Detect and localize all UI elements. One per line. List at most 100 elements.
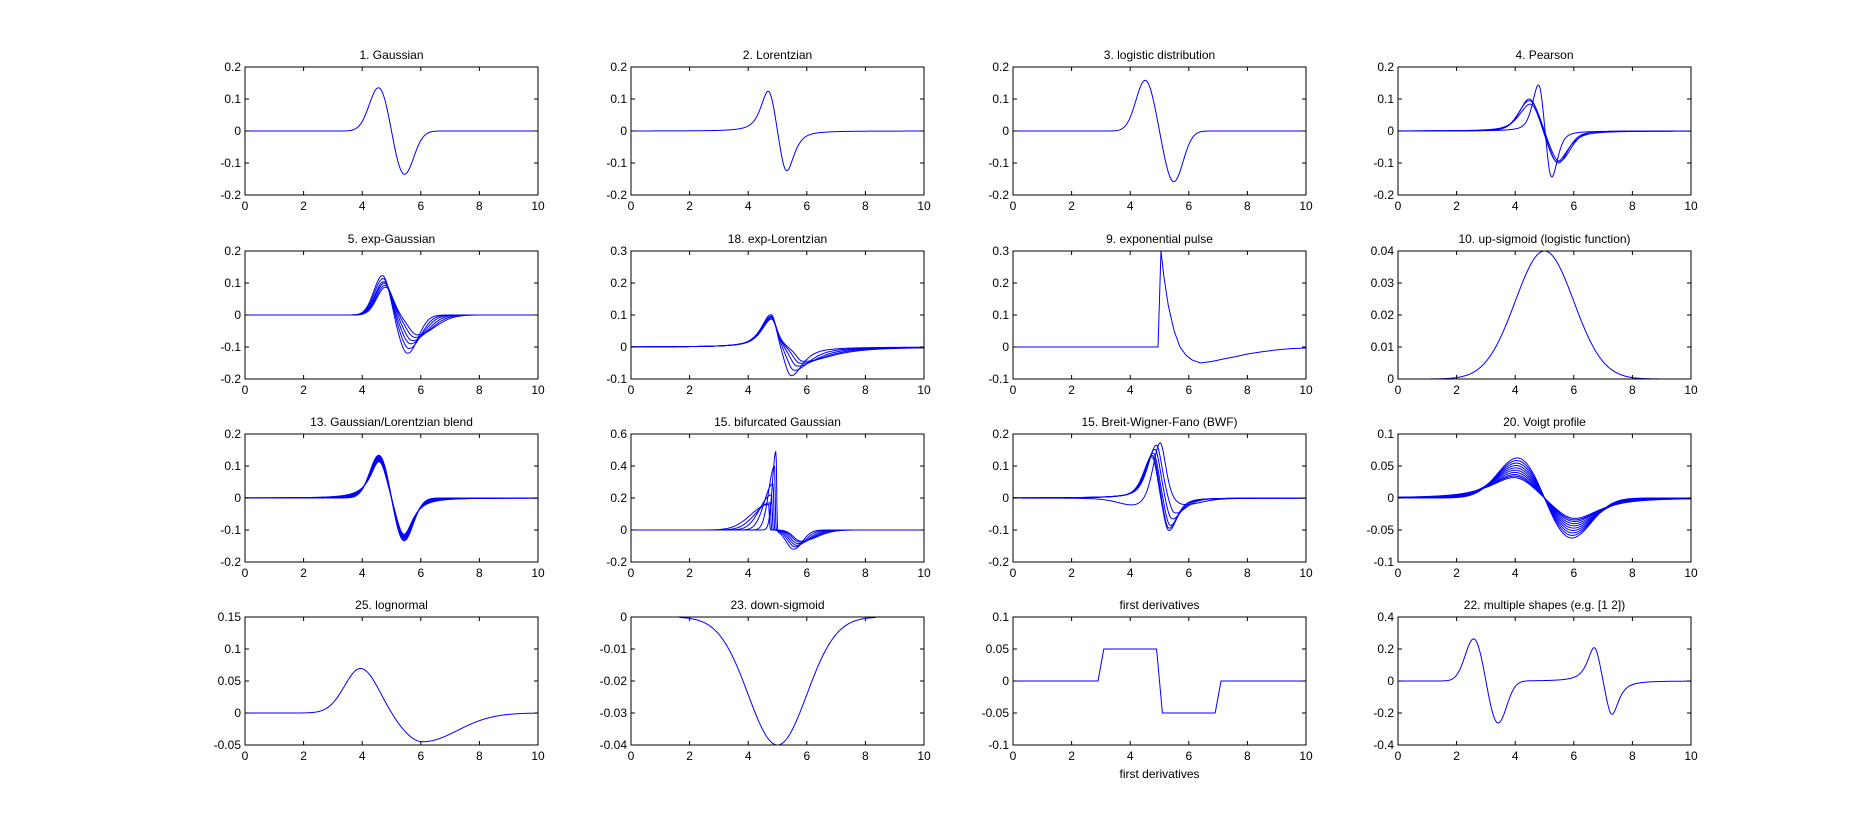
subplot-11: 15. Breit-Wigner-Fano (BWF) 0 2 4 6 8 10 -0.2 -0… [988, 415, 1313, 580]
subplot-2: 2. Lorentzian 0 2 4 6 8 10 -0.2 -0.1 0 0.1 0.2 [606, 48, 931, 213]
series-line-1 [245, 87, 538, 175]
series-line-1 [1398, 638, 1691, 724]
subplot-15: first derivatives first derivatives 0 2 4 6 8 1… [982, 598, 1313, 781]
series-line-1 [1013, 79, 1306, 183]
y-tick-label: 0.1 [1377, 427, 1394, 441]
y-tick-label: 0.1 [224, 459, 241, 473]
series-line-2 [245, 278, 538, 350]
subplot-title: 3. logistic distribution [1103, 48, 1216, 62]
x-tick-label: 8 [862, 383, 869, 397]
y-tick-label: 0.2 [992, 427, 1009, 441]
y-tick-label: 0 [234, 124, 241, 138]
subplot-4: 4. Pearson 0 2 4 6 8 10 -0.2 -0.1 0 0.1 0.2 [1373, 48, 1698, 213]
plot-area: 0 2 4 6 8 10 -0.1 -0.05 0 0.05 0.1 [982, 610, 1313, 763]
y-tick-label: -0.1 [220, 156, 241, 170]
subplot-title: 23. down-sigmoid [730, 598, 825, 612]
x-tick-label: 6 [803, 199, 810, 213]
x-tick-label: 0 [1395, 749, 1402, 763]
x-tick-label: 2 [686, 383, 693, 397]
plot-area: 0 2 4 6 8 10-0.100.10.20.3 [988, 244, 1313, 397]
x-tick-label: 8 [1244, 383, 1251, 397]
series-line-1 [245, 275, 538, 354]
subplot-9: 13. Gaussian/Lorentzian blend 0 2 4 6 8 10 -0.2… [220, 415, 545, 580]
y-tick-label: 0 [1002, 340, 1009, 354]
x-tick-label: 6 [417, 566, 424, 580]
y-tick-label: 0.04 [1371, 244, 1395, 258]
x-tick-label: 2 [300, 199, 307, 213]
y-tick-label: 0.1 [992, 92, 1009, 106]
subplot-title: first derivatives [1119, 598, 1200, 612]
x-tick-label: 2 [1068, 383, 1075, 397]
x-tick-label: 8 [1244, 749, 1251, 763]
subplot-16: 22. multiple shapes (e.g. [1 2]) 0 2 4 6 8 10 -… [1373, 598, 1698, 763]
subplot-1: 1. Gaussian 0 2 4 6 8 10 -0.2 -0.1 0 0.1 0.2 [220, 48, 545, 213]
x-tick-label: 4 [359, 749, 366, 763]
axes-box [1397, 250, 1692, 380]
y-tick-label: 0.2 [224, 60, 241, 74]
plot-area: 0 2 4 6 8 10 -0.2 -0.1 0 0.1 0.2 [988, 427, 1313, 580]
y-tick-label: 0 [620, 610, 627, 624]
y-tick-label: -0.2 [1373, 706, 1394, 720]
x-tick-label: 2 [686, 566, 693, 580]
y-tick-label: 0.2 [224, 427, 241, 441]
y-tick-label: -0.04 [600, 738, 628, 752]
x-tick-label: 4 [359, 566, 366, 580]
y-tick-label: -0.03 [600, 706, 628, 720]
x-tick-label: 2 [1068, 749, 1075, 763]
x-tick-label: 6 [417, 199, 424, 213]
x-tick-label: 0 [1010, 566, 1017, 580]
x-tick-label: 2 [1453, 383, 1460, 397]
series-line-1 [679, 616, 876, 746]
y-tick-label: 0.1 [224, 642, 241, 656]
x-tick-label: 4 [359, 383, 366, 397]
x-tick-label: 8 [1244, 199, 1251, 213]
y-tick-label: 0 [234, 308, 241, 322]
series-line-1 [1013, 250, 1307, 364]
plot-area: 0 2 4 6 8 10 -0.2 -0.1 0 0.1 0.2 [220, 427, 545, 580]
subplot-title: 2. Lorentzian [742, 48, 813, 62]
x-tick-label: 10 [1684, 383, 1698, 397]
plot-area: 0 2 4 6 8 10 -0.2 -0.1 0 0.1 0.2 [220, 60, 545, 213]
x-tick-label: 10 [1684, 749, 1698, 763]
subplot-12: 20. Voigt profile 0 2 4 6 8 10 -0.1 -0.05 0 0.05 0.… [1367, 415, 1698, 580]
subplot-title: 9. exponential pulse [1106, 232, 1213, 246]
plot-area: 0 2 4 6 8 10 -0.2 -0.1 0 0.1 0.2 [1373, 60, 1698, 213]
series-line-4 [631, 317, 925, 364]
x-tick-label: 6 [803, 383, 810, 397]
y-tick-label: 0 [620, 523, 627, 537]
y-tick-label: 0.05 [218, 674, 242, 688]
series-line-2 [631, 465, 924, 548]
y-tick-label: -0.1 [1373, 555, 1394, 569]
x-tick-label: 4 [1127, 199, 1134, 213]
x-tick-label: 6 [1185, 383, 1192, 397]
y-tick-label: -0.1 [1373, 156, 1394, 170]
y-tick-label: -0.1 [606, 156, 627, 170]
x-tick-label: 4 [745, 566, 752, 580]
x-tick-label: 4 [1512, 383, 1519, 397]
y-tick-label: 0.1 [610, 308, 627, 322]
x-tick-label: 10 [1299, 749, 1313, 763]
y-tick-label: 0 [620, 124, 627, 138]
y-tick-label: -0.2 [220, 555, 241, 569]
y-tick-label: -0.05 [214, 738, 242, 752]
plot-area: 0 2 4 6 8 10 -0.2 -0.1 0 0.1 0.2 [988, 60, 1313, 213]
x-tick-label: 0 [628, 383, 635, 397]
x-tick-label: 0 [628, 566, 635, 580]
series-line-4 [245, 282, 538, 342]
subplot-title: 5. exp-Gaussian [347, 232, 436, 246]
series-line-6 [1013, 456, 1306, 531]
series-line-10 [1397, 477, 1692, 519]
x-tick-label: 0 [628, 199, 635, 213]
x-tick-label: 4 [1127, 383, 1134, 397]
y-tick-label: 0 [1387, 491, 1394, 505]
x-tick-label: 2 [300, 749, 307, 763]
x-tick-label: 6 [1570, 749, 1577, 763]
y-tick-label: 0.01 [1371, 340, 1395, 354]
x-tick-label: 6 [1570, 566, 1577, 580]
series-line-1 [631, 90, 924, 172]
subplot-6: 18. exp-Lorentzian 0 2 4 6 8 10 -0.1 0 0.1 0.2 0.3 [606, 232, 931, 397]
plot-area: 0 2 4 6 8 10-0.200.20.40.6 [606, 427, 931, 580]
x-tick-label: 8 [1629, 749, 1636, 763]
y-tick-label: 0.1 [224, 92, 241, 106]
